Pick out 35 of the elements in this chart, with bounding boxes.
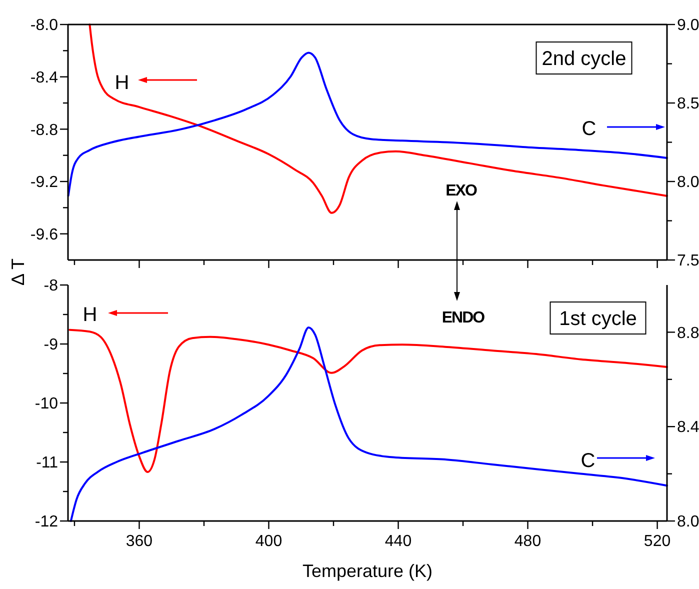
x-tick-label: 400 [255,533,282,550]
y-tick-label: -12 [34,514,58,531]
y2-tick-label: 8.0 [677,174,699,192]
line-series [68,328,668,474]
x-tick-label: 360 [126,533,153,550]
y2-tick-label: 8.0 [677,514,699,531]
y-tick-label: -9.2 [30,174,58,192]
y-tick-label: -9.6 [30,226,58,244]
y-tick-label: -9 [44,336,58,354]
x-tick-label: 520 [644,533,671,550]
x-axis-title: Temperature (K) [302,561,433,581]
annotation: C [582,118,596,140]
annotation: H [114,72,130,94]
annotation: 2nd cycle [542,48,626,70]
y2-tick-label: 7.5 [677,252,699,270]
y-axis-title: Δ T [8,258,28,286]
y-tick-label: -8 [44,278,58,295]
y2-tick-label: 8.8 [677,324,699,342]
annotation: 1st cycle [559,308,637,330]
y2-tick-label: 9.0 [677,17,699,34]
y2-tick-label: 8.5 [677,96,699,113]
y-tick-label: -10 [34,396,58,413]
y-tick-label: -8.0 [30,17,58,34]
x-tick-label: 440 [384,533,412,550]
y2-tick-label: 8.4 [677,419,699,436]
annotation: H [82,304,98,326]
annotation: EXO [446,182,477,200]
y-tick-label: -8.8 [30,122,58,139]
line-series [88,24,668,214]
y-tick-label: -11 [36,454,58,472]
line-series [67,52,668,197]
y-tick-label: -8.4 [30,69,58,86]
annotation: C [580,450,596,472]
x-tick-label: 480 [514,533,542,550]
annotation: ENDO [442,310,485,327]
